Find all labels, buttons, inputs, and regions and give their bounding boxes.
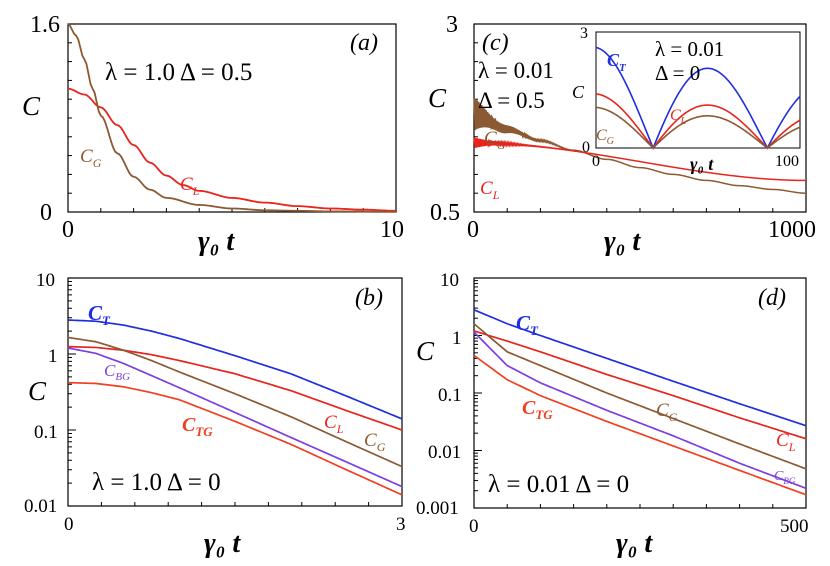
panel-c-series bbox=[473, 97, 806, 194]
panel-d-xtick-left: 0 bbox=[469, 516, 479, 537]
panel-b-series bbox=[67, 319, 403, 496]
panel-a-ytick-bottom: 0 bbox=[40, 200, 52, 226]
panel-a-series bbox=[67, 23, 397, 213]
panel-c-ytick-bottom: 0.5 bbox=[430, 200, 460, 226]
panel-b-label-cg: CG bbox=[364, 430, 386, 454]
panel-c-params-2: Δ = 0.5 bbox=[478, 88, 545, 113]
inset-xtick-right: 100 bbox=[775, 153, 799, 170]
panel-d-curve-c-tg bbox=[473, 354, 807, 496]
panel-d-ytick-0.01: 0.01 bbox=[428, 442, 461, 463]
panel-b-curve-c-g bbox=[67, 336, 403, 468]
panel-d: 10 1 0.1 0.01 0.001 0 500 (d) λ = 0.01 Δ… bbox=[416, 270, 809, 559]
panel-d-xlabel: γ₀ t bbox=[616, 528, 653, 559]
panel-a-label-cl: CL bbox=[180, 174, 200, 198]
inset-xlabel: γ₀ t bbox=[690, 154, 714, 174]
panel-d-label-cg: CG bbox=[656, 400, 678, 424]
panel-d-params: λ = 0.01 Δ = 0 bbox=[488, 471, 629, 498]
panel-b-ticks bbox=[68, 280, 370, 507]
panel-a-label-cg: CG bbox=[80, 146, 102, 170]
panel-d-ytick-10: 10 bbox=[440, 270, 459, 291]
panel-d-label-cl: CL bbox=[776, 430, 796, 454]
panel-c-label-cl: CL bbox=[480, 178, 500, 202]
panel-c-label-cg: CG bbox=[484, 128, 506, 152]
panel-a-xlabel: γ₀ t bbox=[198, 226, 235, 257]
panel-c-ylabel: C bbox=[428, 83, 447, 113]
inset-curve-c-g bbox=[595, 106, 801, 150]
panel-d-series bbox=[473, 309, 807, 496]
inset-ytick-top: 3 bbox=[580, 25, 588, 42]
inset-label-cl: CL bbox=[670, 107, 687, 127]
panel-c-curve-c-l bbox=[473, 137, 806, 182]
panel-b-curve-c-tg bbox=[67, 381, 403, 496]
panel-b-label-cbg: CBG bbox=[104, 361, 130, 383]
inset-ylabel: C bbox=[572, 82, 585, 102]
inset-params-1: λ = 0.01 bbox=[655, 37, 724, 61]
inset-label-ct: CT bbox=[607, 50, 627, 74]
panel-a-label: (a) bbox=[350, 30, 378, 56]
panel-d-ticks bbox=[474, 280, 774, 509]
panel-a-ylabel: C bbox=[22, 91, 41, 121]
panel-d-ylabel: C bbox=[416, 336, 435, 366]
panel-b-xtick-left: 0 bbox=[64, 514, 74, 535]
panel-b-ylabel: C bbox=[28, 376, 47, 406]
panel-b-ytick-0.01: 0.01 bbox=[24, 496, 57, 517]
panel-c-xtick-left: 0 bbox=[467, 217, 479, 243]
inset-ytick-bottom: 0 bbox=[582, 139, 590, 156]
panel-b-ytick-1: 1 bbox=[48, 346, 58, 367]
panel-d-label-ctg: CTG bbox=[522, 397, 553, 422]
panel-b: 10 1 0.1 0.01 0 3 (b) λ = 1.0 Δ = 0 C γ₀… bbox=[24, 270, 406, 559]
panel-b-label-ctg: CTG bbox=[182, 414, 213, 439]
inset-xtick-left: 0 bbox=[592, 153, 600, 170]
panel-d-xtick-right: 500 bbox=[780, 516, 809, 537]
panel-d-label-cbg: CBG bbox=[774, 469, 796, 486]
panel-d-label: (d) bbox=[758, 285, 786, 311]
panel-d-curve-c-l bbox=[473, 330, 807, 440]
panel-b-curve-c-l bbox=[67, 345, 403, 431]
panel-b-ytick-10: 10 bbox=[36, 270, 55, 291]
panel-b-ytick-0.1: 0.1 bbox=[34, 422, 58, 443]
panel-b-params: λ = 1.0 Δ = 0 bbox=[92, 469, 221, 496]
panel-b-label-ct: CT bbox=[88, 301, 111, 328]
panel-c-xlabel: γ₀ t bbox=[604, 226, 641, 257]
panel-b-label: (b) bbox=[355, 285, 383, 311]
panel-a-ytick-top: 1.6 bbox=[30, 12, 60, 38]
panel-b-label-cl: CL bbox=[324, 412, 344, 436]
panel-c-ytick-top: 3 bbox=[446, 12, 458, 38]
panel-d-ytick-0.001: 0.001 bbox=[416, 498, 459, 519]
panel-d-label-ct: CT bbox=[516, 311, 539, 338]
panel-a-params: λ = 1.0 Δ = 0.5 bbox=[105, 59, 252, 86]
inset-series bbox=[595, 46, 801, 151]
panel-a-xtick-right: 10 bbox=[380, 217, 404, 243]
panel-d-ytick-1: 1 bbox=[452, 328, 462, 349]
panel-b-xlabel: γ₀ t bbox=[204, 528, 241, 559]
panel-a-curve-c-g bbox=[67, 23, 396, 213]
panel-c-xtick-right: 1000 bbox=[768, 217, 816, 243]
panel-b-curve-c-bg bbox=[67, 347, 403, 488]
panel-d-curve-c-g bbox=[473, 323, 807, 470]
panel-c-label: (c) bbox=[482, 30, 509, 56]
inset-frame bbox=[595, 31, 801, 149]
inset-params-2: Δ = 0 bbox=[655, 61, 700, 85]
panel-a-xtick-left: 0 bbox=[62, 217, 74, 243]
panel-a-curve-c-l bbox=[67, 87, 397, 212]
panel-b-curve-c-t bbox=[67, 319, 403, 420]
panel-a: 1.6 0 0 10 (a) λ = 1.0 Δ = 0.5 C γ₀ t CG… bbox=[22, 12, 404, 257]
panel-b-xtick-right: 3 bbox=[396, 514, 406, 535]
panel-c-inset: 3 0 0 100 C γ₀ t λ = 0.01 Δ = 0 CT CL CG bbox=[572, 25, 801, 174]
panel-a-frame bbox=[67, 23, 397, 213]
panel-c-curve-c-g bbox=[473, 97, 806, 194]
panel-d-curve-c-bg bbox=[473, 331, 807, 490]
panel-c-params-1: λ = 0.01 bbox=[478, 58, 554, 83]
inset-label-cg: CG bbox=[596, 127, 614, 147]
panel-c: 3 0.5 0 1000 (c) λ = 0.01 Δ = 0.5 C γ₀ t… bbox=[428, 12, 816, 257]
panel-d-curve-c-t bbox=[473, 309, 807, 427]
inset-curve-c-t bbox=[595, 46, 801, 151]
panel-d-ytick-0.1: 0.1 bbox=[438, 385, 462, 406]
